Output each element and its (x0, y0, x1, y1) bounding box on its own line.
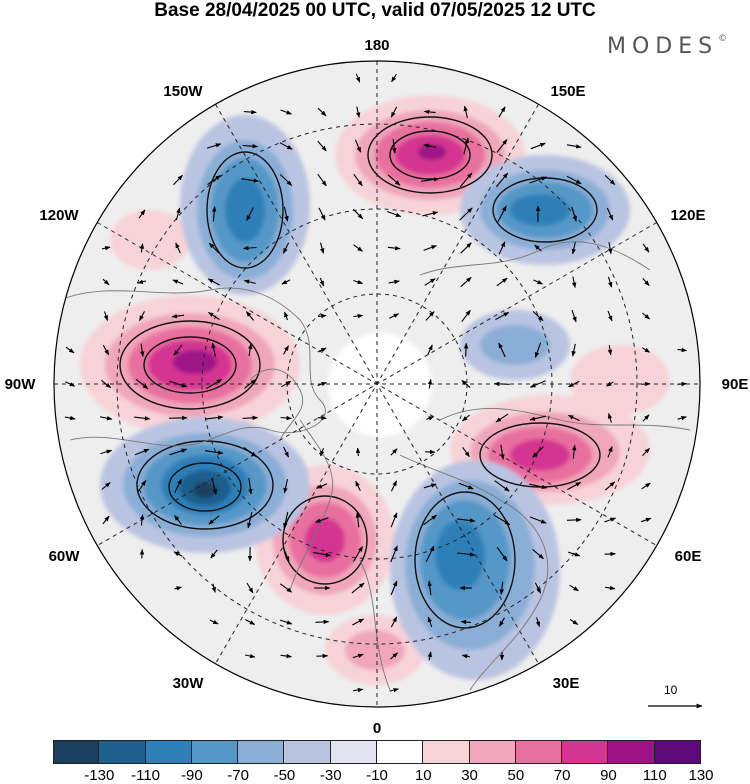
label-0: 0 (373, 720, 381, 737)
colorbar-swatch (284, 740, 330, 764)
colorbar-tick-label: -70 (227, 767, 249, 784)
colorbar-tick-label: 90 (600, 767, 617, 784)
colorbar-swatch (562, 740, 608, 764)
polar-map: 180 150E 120E 90E 60E 30E 0 30W 60W 90W … (0, 0, 750, 740)
colorbar-swatch (99, 740, 145, 764)
wind-arrow (318, 418, 327, 419)
colorbar-swatch (608, 740, 654, 764)
colorbar-tick-label: -30 (320, 767, 342, 784)
wind-arrow (494, 384, 509, 385)
label-120e: 120E (670, 207, 705, 224)
colorbar-tick-label: 10 (415, 767, 432, 784)
polar-cap (328, 333, 432, 437)
colorbar-swatch (192, 740, 238, 764)
colorbar-tick-label: -90 (181, 767, 203, 784)
wind-arrow (315, 622, 328, 623)
colorbar-swatch (377, 740, 423, 764)
colorbar-tick-label: -10 (366, 767, 388, 784)
colorbar-tick-label: -50 (274, 767, 296, 784)
colorbar-swatch (516, 740, 562, 764)
colorbar-swatch (146, 740, 192, 764)
label-150w: 150W (163, 83, 203, 100)
label-60e: 60E (675, 548, 702, 565)
label-30e: 30E (553, 675, 580, 692)
colorbar-swatch (470, 740, 516, 764)
label-60w: 60W (49, 548, 81, 565)
label-120w: 120W (39, 207, 79, 224)
vector-scale-label: 10 (664, 683, 677, 697)
label-30w: 30W (173, 675, 205, 692)
label-90e: 90E (722, 376, 749, 393)
wind-arrow (466, 343, 467, 356)
label-150e: 150E (550, 83, 585, 100)
wind-arrow (678, 384, 687, 385)
wind-arrow (567, 520, 581, 521)
colorbar (53, 740, 701, 764)
colorbar-swatch (423, 740, 469, 764)
colorbar-swatch (53, 740, 99, 764)
colorbar-tick-label: -110 (131, 767, 160, 784)
colorbar-tick-label: 50 (508, 767, 525, 784)
label-180: 180 (364, 37, 389, 54)
colorbar-swatch (238, 740, 284, 764)
wind-arrow (642, 384, 650, 385)
colorbar-tick-label: 110 (643, 767, 667, 784)
label-90w: 90W (5, 376, 37, 393)
colorbar-tick-label: 70 (554, 767, 571, 784)
colorbar-tick-label: 30 (461, 767, 478, 784)
colorbar-tick-label: 130 (688, 767, 713, 784)
colorbar-tick-label: -130 (84, 767, 114, 784)
anomaly-field (54, 61, 700, 707)
colorbar-swatch (331, 740, 377, 764)
colorbar-swatch (655, 740, 701, 764)
